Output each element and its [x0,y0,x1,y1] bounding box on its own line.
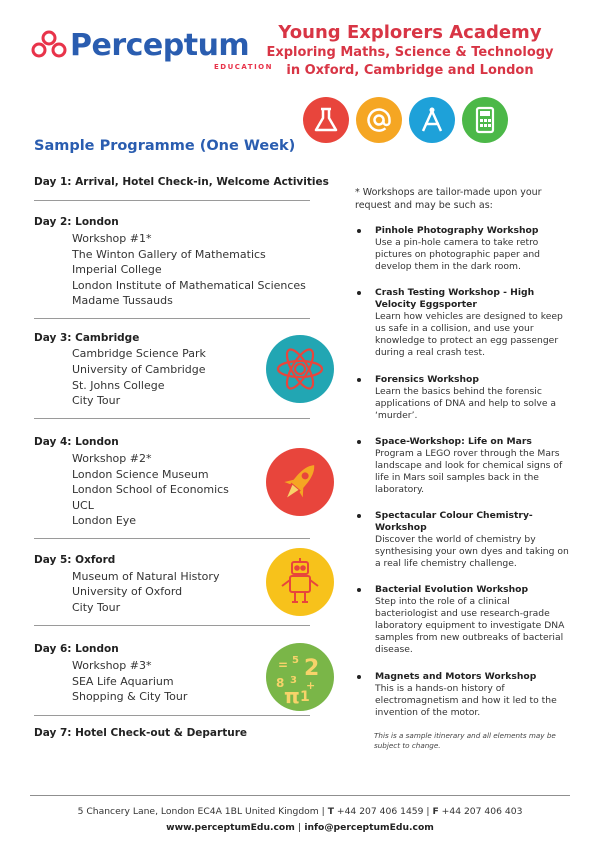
divider [34,418,310,419]
bullet-icon [357,291,361,295]
workshop-title: Pinhole Photography Workshop [375,225,539,236]
list-item: Cambridge Science Park [72,347,206,360]
divider [34,538,310,539]
flask-icon [303,97,349,143]
perceptum-logo: Perceptum EDUCATION [30,28,271,73]
footer-fax-label: F [432,806,439,817]
workshop-title: Crash Testing Workshop - High Velocity E… [375,287,535,310]
page-title: Young Explorers Academy [278,22,542,43]
svg-text:π: π [284,684,300,708]
list-item: UCL [72,499,94,512]
workshop-title: Spectacular Colour Chemistry- Workshop [375,510,533,533]
svg-text:8: 8 [276,676,284,690]
list-item: London Institute of Mathematical Science… [72,279,306,292]
workshop-desc: Learn how vehicles are designed to keep … [375,311,563,358]
list-item: Madame Tussauds [72,294,173,307]
bullet-icon [357,440,361,444]
logo-mark-icon [31,30,67,58]
logo-tagline: EDUCATION [214,63,273,71]
footer-separator: | [321,806,325,817]
workshop-title: Bacterial Evolution Workshop [375,584,529,595]
list-item: Workshop #3* [72,659,152,672]
page-subtitle-line1: Exploring Maths, Science & Technology [266,45,554,60]
footer-address: 5 Chancery Lane, London EC4A 1BL United … [77,806,319,817]
list-item: Imperial College [72,263,162,276]
list-item: London Science Museum [72,468,209,481]
footer-phone-label: T [327,806,334,817]
footer-divider [30,795,570,796]
footer-fax: +44 207 406 403 [441,806,523,817]
day-heading: Day 5: Oxford [34,554,116,566]
itinerary-note: This is a sample itinerary and all eleme… [374,731,556,750]
atom-icon [266,335,334,403]
divider [34,625,310,626]
workshop-desc: Learn the basics behind the forensic app… [375,386,557,421]
bullet-icon [357,378,361,382]
list-item: University of Cambridge [72,363,206,376]
bullet-icon [357,588,361,592]
workshop-desc: Program a LEGO rover through the Mars la… [375,448,563,495]
divider [34,200,310,201]
bullet-icon [357,514,361,518]
list-item: University of Oxford [72,585,183,598]
list-item: London School of Economics [72,483,229,496]
list-item: St. Johns College [72,379,165,392]
divider [34,715,310,716]
svg-text:1: 1 [300,689,310,705]
list-item: The Winton Gallery of Mathematics [72,248,266,261]
list-item: Workshop #1* [72,232,152,245]
workshop-title: Space-Workshop: Life on Mars [375,436,532,447]
programme-title: Sample Programme (One Week) [34,138,296,154]
page-header: Young Explorers Academy Exploring Maths,… [260,22,560,80]
day-heading: Day 4: London [34,436,119,448]
footer-separator: | [298,822,302,833]
svg-text:=: = [278,658,288,672]
workshops-intro: * Workshops are tailor-made upon your re… [355,187,542,211]
list-item: Workshop #2* [72,452,152,465]
day-heading: Day 1: Arrival, Hotel Check-in, Welcome … [34,176,329,188]
workshop-title: Magnets and Motors Workshop [375,671,537,682]
robot-icon [266,548,334,616]
svg-text:5: 5 [292,655,299,666]
list-item: City Tour [72,601,121,614]
svg-text:3: 3 [290,675,297,686]
rocket-icon [266,448,334,516]
list-item: Shopping & City Tour [72,690,188,703]
footer-contact: 5 Chancery Lane, London EC4A 1BL United … [0,806,600,817]
bullet-icon [357,675,361,679]
day-heading: Day 2: London [34,216,119,228]
day-heading: Day 7: Hotel Check-out & Departure [34,727,247,739]
day-heading: Day 3: Cambridge [34,332,140,344]
list-item: City Tour [72,394,121,407]
workshop-desc: Step into the role of a clinical bacteri… [375,596,565,655]
footer-email-link[interactable]: info@perceptumEdu.com [304,822,434,833]
footer-phone: +44 207 406 1459 [336,806,424,817]
compass-icon [409,97,455,143]
divider [34,318,310,319]
logo-brand: Perceptum [70,28,250,63]
svg-text:+: + [306,679,315,692]
footer-links: www.perceptumEdu.com | info@perceptumEdu… [0,822,600,833]
workshop-desc: Use a pin-hole camera to take retro pict… [375,237,541,272]
calculator-icon [462,97,508,143]
footer-separator: | [426,806,430,817]
workshop-title: Forensics Workshop [375,374,479,385]
day-heading: Day 6: London [34,643,119,655]
workshop-desc: Discover the world of chemistry by synth… [375,534,569,569]
math-symbols-icon: = 5 2 8 3 + π 1 [266,643,334,711]
svg-text:2: 2 [304,656,319,681]
list-item: London Eye [72,514,137,527]
workshop-desc: This is a hands-on history of electromag… [375,683,557,718]
footer-website-link[interactable]: www.perceptumEdu.com [166,822,295,833]
bullet-icon [357,229,361,233]
list-item: SEA Life Aquarium [72,675,174,688]
page-subtitle-line2: in Oxford, Cambridge and London [286,63,534,78]
at-sign-icon [356,97,402,143]
list-item: Museum of Natural History [72,570,220,583]
